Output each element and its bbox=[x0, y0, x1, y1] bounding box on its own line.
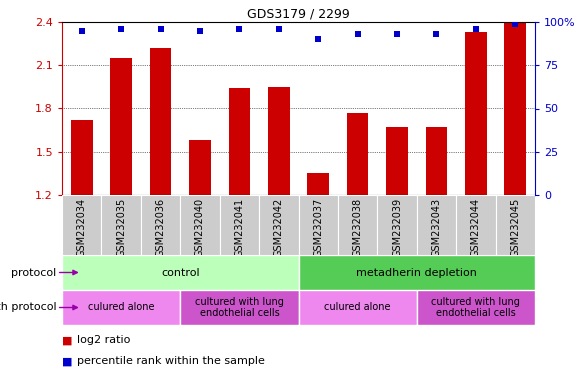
Text: culured alone: culured alone bbox=[88, 303, 154, 313]
Text: growth protocol: growth protocol bbox=[0, 303, 56, 313]
Text: GSM232035: GSM232035 bbox=[116, 198, 126, 257]
Text: GSM232037: GSM232037 bbox=[313, 198, 323, 257]
Point bbox=[195, 28, 205, 34]
Text: GSM232034: GSM232034 bbox=[77, 198, 87, 257]
Bar bbox=[101, 195, 141, 255]
Text: control: control bbox=[161, 268, 199, 278]
Point bbox=[353, 31, 362, 37]
Point bbox=[274, 26, 283, 32]
Point bbox=[77, 28, 86, 34]
Text: protocol: protocol bbox=[11, 268, 56, 278]
Point bbox=[511, 21, 520, 27]
Bar bbox=[71, 120, 93, 195]
Bar bbox=[377, 195, 417, 255]
Point bbox=[432, 31, 441, 37]
Point bbox=[156, 26, 165, 32]
Bar bbox=[141, 195, 180, 255]
Bar bbox=[180, 290, 298, 325]
Text: culured alone: culured alone bbox=[324, 303, 391, 313]
Point bbox=[314, 36, 323, 42]
Text: ■: ■ bbox=[62, 356, 72, 366]
Bar bbox=[386, 127, 408, 195]
Bar bbox=[298, 195, 338, 255]
Text: GSM232044: GSM232044 bbox=[471, 198, 481, 257]
Text: GSM232038: GSM232038 bbox=[353, 198, 363, 257]
Text: GSM232036: GSM232036 bbox=[156, 198, 166, 257]
Bar bbox=[150, 48, 171, 195]
Bar bbox=[62, 195, 101, 255]
Text: GSM232039: GSM232039 bbox=[392, 198, 402, 257]
Bar bbox=[298, 290, 417, 325]
Text: GSM232042: GSM232042 bbox=[274, 198, 284, 257]
Bar bbox=[307, 173, 329, 195]
Bar bbox=[417, 195, 456, 255]
Bar bbox=[504, 22, 526, 195]
Bar bbox=[347, 113, 368, 195]
Bar bbox=[496, 195, 535, 255]
Bar bbox=[220, 195, 259, 255]
Bar bbox=[298, 255, 535, 290]
Bar bbox=[62, 255, 298, 290]
Bar bbox=[189, 140, 211, 195]
Point bbox=[392, 31, 402, 37]
Point bbox=[117, 26, 126, 32]
Bar bbox=[456, 195, 496, 255]
Text: GSM232041: GSM232041 bbox=[234, 198, 244, 257]
Text: GSM232040: GSM232040 bbox=[195, 198, 205, 257]
Bar bbox=[180, 195, 220, 255]
Text: metadherin depletion: metadherin depletion bbox=[356, 268, 477, 278]
Bar bbox=[465, 32, 487, 195]
Point bbox=[471, 26, 480, 32]
Bar bbox=[426, 127, 447, 195]
Bar bbox=[268, 87, 290, 195]
Bar bbox=[229, 88, 250, 195]
Text: cultured with lung
endothelial cells: cultured with lung endothelial cells bbox=[431, 297, 520, 318]
Text: percentile rank within the sample: percentile rank within the sample bbox=[76, 356, 265, 366]
Text: cultured with lung
endothelial cells: cultured with lung endothelial cells bbox=[195, 297, 284, 318]
Bar bbox=[417, 290, 535, 325]
Bar bbox=[338, 195, 377, 255]
Text: GSM232043: GSM232043 bbox=[431, 198, 441, 257]
Bar bbox=[62, 290, 180, 325]
Point bbox=[235, 26, 244, 32]
Text: GSM232045: GSM232045 bbox=[510, 198, 520, 257]
Text: log2 ratio: log2 ratio bbox=[76, 335, 130, 345]
Text: ■: ■ bbox=[62, 335, 72, 345]
Bar bbox=[259, 195, 298, 255]
Bar bbox=[110, 58, 132, 195]
Title: GDS3179 / 2299: GDS3179 / 2299 bbox=[247, 8, 350, 21]
